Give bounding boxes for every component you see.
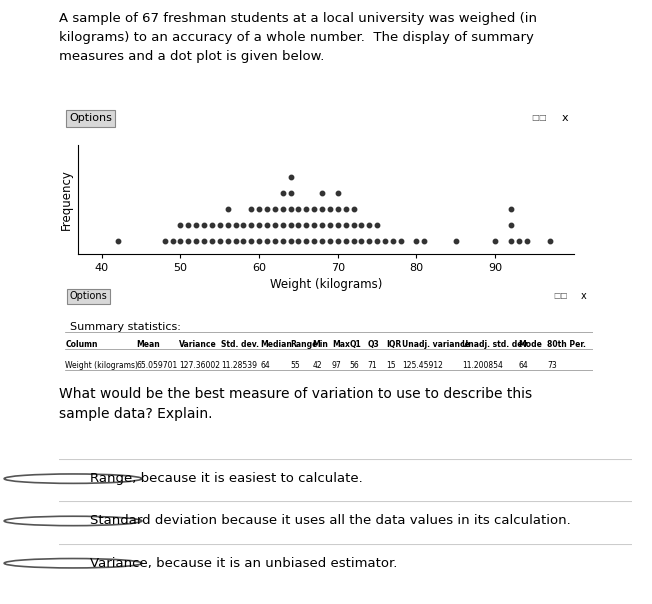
- Text: x: x: [580, 291, 586, 301]
- Text: Range: Range: [291, 339, 318, 349]
- Text: Variance: Variance: [179, 339, 216, 349]
- Text: Summary statistics:: Summary statistics:: [70, 322, 181, 332]
- Text: 80th Per.: 80th Per.: [547, 339, 585, 349]
- Text: Median: Median: [261, 339, 293, 349]
- Text: □□: □□: [553, 291, 567, 300]
- Text: 11.200854: 11.200854: [462, 361, 503, 370]
- Text: Mean: Mean: [136, 339, 160, 349]
- Text: 125.45912: 125.45912: [402, 361, 443, 370]
- Text: 56: 56: [349, 361, 359, 370]
- Text: A sample of 67 freshman students at a local university was weighed (in
kilograms: A sample of 67 freshman students at a lo…: [59, 12, 537, 63]
- Text: 64: 64: [518, 361, 528, 370]
- Text: x: x: [561, 113, 569, 123]
- X-axis label: Weight (kilograms): Weight (kilograms): [270, 278, 382, 291]
- Text: Max: Max: [332, 339, 349, 349]
- Text: 71: 71: [368, 361, 378, 370]
- Text: 127.36002: 127.36002: [179, 361, 220, 370]
- Text: IQR: IQR: [386, 339, 402, 349]
- Text: Standard deviation because it uses all the data values in its calculation.: Standard deviation because it uses all t…: [90, 515, 571, 527]
- Text: Min: Min: [312, 339, 328, 349]
- Text: Unadj. std. dev.: Unadj. std. dev.: [462, 339, 530, 349]
- Text: Options: Options: [70, 291, 107, 301]
- Text: What would be the best measure of variation to use to describe this
sample data?: What would be the best measure of variat…: [59, 387, 532, 421]
- Text: 64: 64: [261, 361, 271, 370]
- Text: Std. dev.: Std. dev.: [221, 339, 259, 349]
- Text: Q3: Q3: [368, 339, 379, 349]
- Y-axis label: Frequency: Frequency: [60, 169, 72, 230]
- Text: Mode: Mode: [518, 339, 542, 349]
- Text: 15: 15: [386, 361, 396, 370]
- Text: 73: 73: [547, 361, 557, 370]
- Text: Unadj. variance: Unadj. variance: [402, 339, 470, 349]
- Text: □□: □□: [531, 113, 547, 122]
- Text: Weight (kilograms): Weight (kilograms): [65, 361, 138, 370]
- Text: 42: 42: [312, 361, 322, 370]
- Text: Column: Column: [65, 339, 98, 349]
- Text: 97: 97: [332, 361, 342, 370]
- Text: 65.059701: 65.059701: [136, 361, 178, 370]
- Text: Variance, because it is an unbiased estimator.: Variance, because it is an unbiased esti…: [90, 557, 398, 570]
- Text: 55: 55: [291, 361, 301, 370]
- Text: 11.28539: 11.28539: [221, 361, 257, 370]
- Text: Q1: Q1: [349, 339, 361, 349]
- Text: Range, because it is easiest to calculate.: Range, because it is easiest to calculat…: [90, 472, 363, 485]
- Text: Options: Options: [69, 113, 112, 123]
